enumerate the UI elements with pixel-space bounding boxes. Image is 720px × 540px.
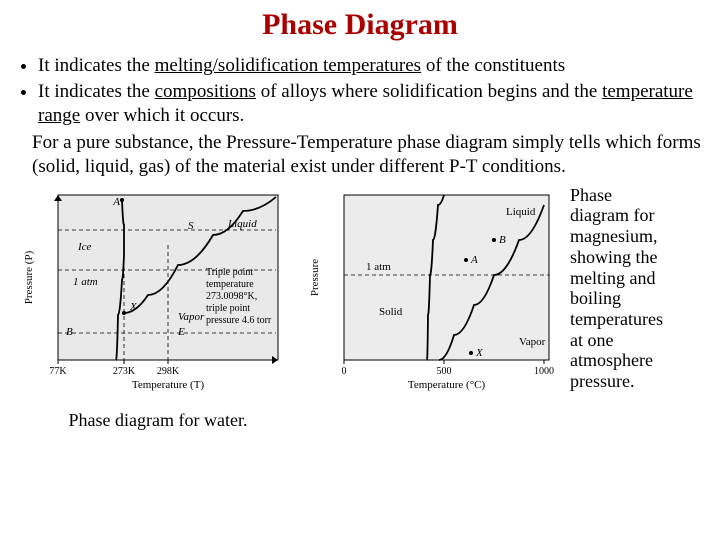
svg-text:298K: 298K [157, 366, 180, 377]
svg-text:Ice: Ice [77, 241, 92, 253]
svg-text:Pressure: Pressure [309, 259, 321, 296]
svg-text:77K: 77K [49, 366, 67, 377]
bullet-list: It indicates the melting/solidification … [18, 54, 702, 127]
bullet-2-u1: compositions [155, 81, 256, 102]
svg-text:Vapor: Vapor [519, 336, 546, 348]
svg-text:A: A [470, 254, 478, 266]
bullet-1-a: It indicates the [38, 55, 155, 76]
svg-text:temperature: temperature [206, 279, 254, 290]
caption-magnesium: Phase diagram for magnesium, showing the… [570, 185, 670, 392]
bullet-2-b: of alloys where solidification begins an… [256, 81, 602, 102]
magnesium-diagram: A B X Solid Liquid Vapor 1 atm 0 500 1000 Temperat… [304, 185, 564, 400]
svg-text:B: B [66, 326, 73, 338]
bullet-1-b: of the constituents [421, 55, 565, 76]
svg-text:pressure 4.6 torr: pressure 4.6 torr [206, 315, 272, 326]
svg-text:A: A [112, 196, 120, 208]
figure-magnesium: A B X Solid Liquid Vapor 1 atm 0 500 1000 Temperat… [304, 185, 564, 400]
svg-text:Liquid: Liquid [506, 206, 536, 218]
svg-text:1 atm: 1 atm [366, 261, 391, 273]
svg-text:Vapor: Vapor [178, 311, 205, 323]
svg-text:X: X [475, 347, 484, 359]
page-title: Phase Diagram [18, 8, 702, 42]
svg-text:Solid: Solid [379, 306, 403, 318]
svg-text:triple point: triple point [206, 303, 250, 314]
paragraph: For a pure substance, the Pressure-Tempe… [32, 131, 702, 179]
figures-row: A S Liquid Ice 1 atm X B E Vapor Triple pointtemp… [18, 185, 702, 431]
bullet-1-underline: melting/solidification temperatures [155, 55, 421, 76]
svg-text:Temperature (°C): Temperature (°C) [408, 379, 486, 391]
svg-text:0: 0 [342, 366, 347, 377]
svg-text:B: B [499, 234, 506, 246]
svg-text:Temperature (T): Temperature (T) [132, 379, 205, 391]
figure-water: A S Liquid Ice 1 atm X B E Vapor Triple pointtemp… [18, 185, 298, 431]
svg-text:X: X [129, 301, 138, 313]
svg-text:500: 500 [437, 366, 452, 377]
svg-text:S: S [188, 220, 194, 232]
bullet-2-a: It indicates the [38, 81, 155, 102]
water-diagram: A S Liquid Ice 1 atm X B E Vapor Triple pointtemp… [18, 185, 298, 400]
svg-text:273.0098°K,: 273.0098°K, [206, 291, 257, 302]
svg-text:Pressure (P): Pressure (P) [23, 250, 35, 304]
svg-text:1000: 1000 [534, 366, 554, 377]
bullet-2-c: over which it occurs. [80, 105, 244, 126]
bullet-2: It indicates the compositions of alloys … [38, 80, 702, 128]
svg-text:Liquid: Liquid [227, 218, 257, 230]
caption-water: Phase diagram for water. [69, 410, 248, 431]
svg-text:Triple point: Triple point [206, 267, 253, 278]
svg-text:273K: 273K [113, 366, 136, 377]
bullet-1: It indicates the melting/solidification … [38, 54, 702, 78]
svg-text:E: E [177, 326, 185, 338]
svg-text:1 atm: 1 atm [73, 276, 98, 288]
